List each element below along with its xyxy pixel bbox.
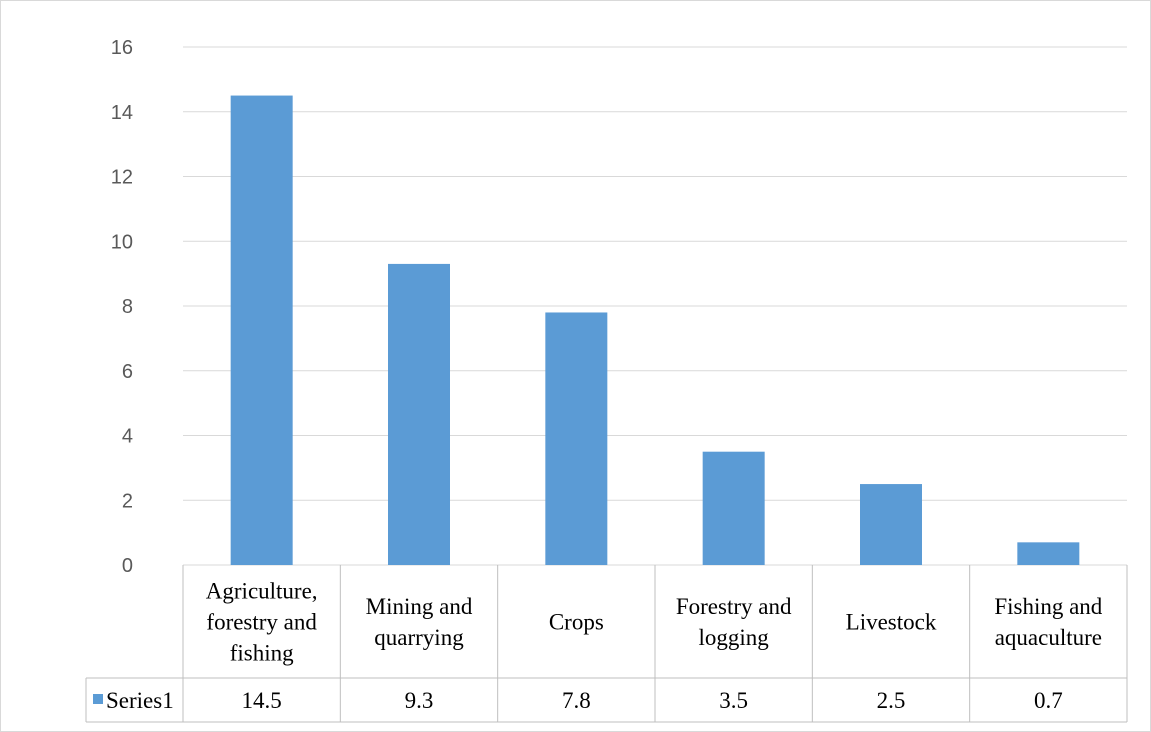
data-table-value: 2.5 <box>877 688 906 713</box>
data-table-value: 3.5 <box>719 688 748 713</box>
y-tick-label: 16 <box>111 37 133 59</box>
data-table-value: 9.3 <box>405 688 434 713</box>
y-tick-label: 12 <box>111 167 133 189</box>
category-label-line: fishing <box>230 641 294 666</box>
category-label-line: quarrying <box>374 625 464 650</box>
category-label: Livestock <box>846 610 937 635</box>
category-label-line: Livestock <box>846 610 937 635</box>
bar <box>388 264 450 565</box>
y-tick-label: 8 <box>122 296 133 318</box>
bar <box>545 312 607 565</box>
data-table-value: 0.7 <box>1034 688 1063 713</box>
y-tick-label: 6 <box>122 361 133 383</box>
category-label-line: Fishing and <box>994 594 1102 619</box>
category-label-line: Mining and <box>366 594 473 619</box>
category-label-line: Agriculture, <box>206 579 318 604</box>
bar <box>1017 542 1079 565</box>
category-label-line: Crops <box>549 610 604 635</box>
y-tick-label: 10 <box>111 231 133 253</box>
bar <box>231 96 293 565</box>
bar <box>703 452 765 565</box>
bar <box>860 484 922 565</box>
y-tick-label: 2 <box>122 490 133 512</box>
y-tick-label: 4 <box>122 426 133 448</box>
legend-series-name: Series1 <box>106 688 174 713</box>
category-label-line: forestry and <box>206 610 317 635</box>
y-tick-label: 14 <box>111 102 133 124</box>
legend-key-swatch <box>93 694 103 704</box>
data-table-value: 14.5 <box>242 688 282 713</box>
category-label-line: aquaculture <box>995 625 1102 650</box>
category-label-line: logging <box>699 625 770 650</box>
y-tick-label: 0 <box>122 555 133 577</box>
category-label-line: Forestry and <box>676 594 792 619</box>
category-label: Crops <box>549 610 604 635</box>
data-table-value: 7.8 <box>562 688 591 713</box>
